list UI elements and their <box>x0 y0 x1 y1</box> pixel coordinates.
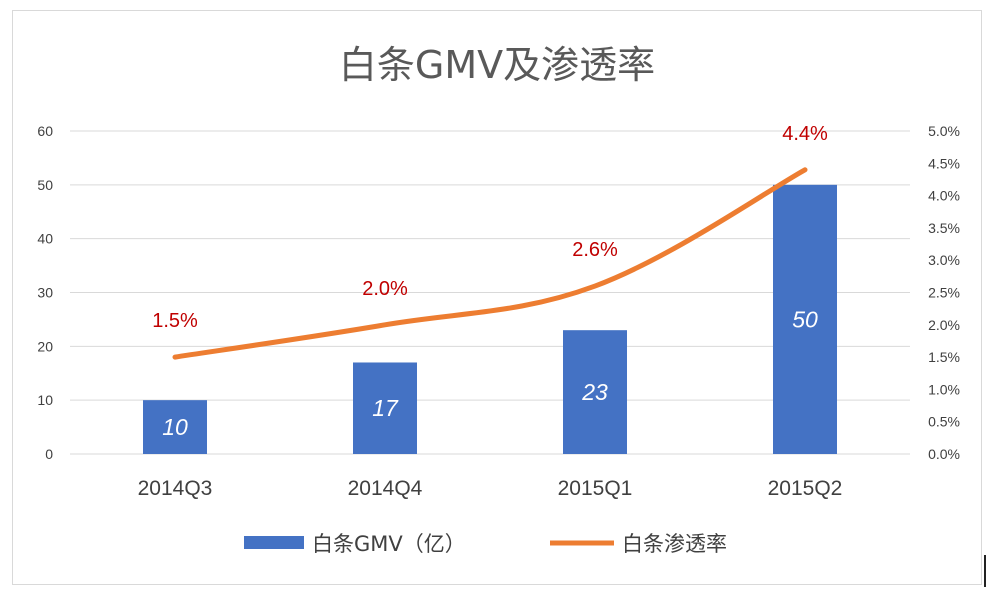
bar <box>563 330 627 454</box>
corner-mark <box>984 555 986 587</box>
category-label: 2015Q2 <box>768 477 843 500</box>
right-tick-label: 4.5% <box>928 155 960 171</box>
right-tick-label: 5.0% <box>928 123 960 139</box>
left-tick-label: 20 <box>37 338 53 354</box>
legend-bar-label: 白条GMV（亿） <box>312 532 466 556</box>
bar <box>143 400 207 454</box>
right-axis-ticks: 0.0% 0.5% 1.0% 1.5% 2.0% 2.5% 3.0% 3.5% 4.0% 4.5%… <box>928 123 960 462</box>
legend: 白条GMV（亿） 白条渗透率 <box>244 532 727 556</box>
right-tick-label: 1.5% <box>928 349 960 365</box>
line-value-label: 4.4% <box>782 123 828 145</box>
category-label: 2015Q1 <box>558 477 633 500</box>
left-tick-label: 30 <box>37 285 53 301</box>
line-series: 1.5% 2.0% 2.6% 4.4% <box>152 123 828 360</box>
right-tick-label: 2.5% <box>928 285 960 301</box>
right-tick-label: 3.0% <box>928 252 960 268</box>
bar-value-label: 50 <box>792 306 818 332</box>
bar-series: 10 17 23 50 <box>143 184 837 455</box>
category-labels: 2014Q3 2014Q4 2015Q1 2015Q2 <box>138 477 843 500</box>
left-tick-label: 60 <box>37 123 53 139</box>
right-tick-label: 3.5% <box>928 220 960 236</box>
legend-line-label: 白条渗透率 <box>622 532 727 556</box>
category-label: 2014Q3 <box>138 477 213 500</box>
legend-bar-swatch <box>244 536 304 549</box>
bar-value-label: 10 <box>162 414 188 440</box>
left-tick-label: 0 <box>45 446 53 462</box>
right-tick-label: 0.5% <box>928 414 960 430</box>
right-tick-label: 1.0% <box>928 381 960 397</box>
right-tick-label: 4.0% <box>928 188 960 204</box>
category-label: 2014Q4 <box>348 477 423 500</box>
line-value-label: 2.6% <box>572 239 618 261</box>
left-axis-ticks: 0 10 20 30 40 50 60 <box>37 123 53 462</box>
left-tick-label: 40 <box>37 231 53 247</box>
penetration-line <box>172 167 808 360</box>
right-tick-label: 0.0% <box>928 446 960 462</box>
right-tick-label: 2.0% <box>928 317 960 333</box>
line-value-label: 1.5% <box>152 310 198 332</box>
bar-value-label: 23 <box>581 379 608 405</box>
chart-title: 白条GMV及渗透率 <box>339 43 655 87</box>
line-value-label: 2.0% <box>362 278 408 300</box>
gridlines <box>70 130 910 455</box>
bar <box>353 362 417 454</box>
bar-value-label: 17 <box>372 395 399 421</box>
left-tick-label: 10 <box>37 392 53 408</box>
bar <box>773 184 837 455</box>
left-tick-label: 50 <box>37 177 53 193</box>
